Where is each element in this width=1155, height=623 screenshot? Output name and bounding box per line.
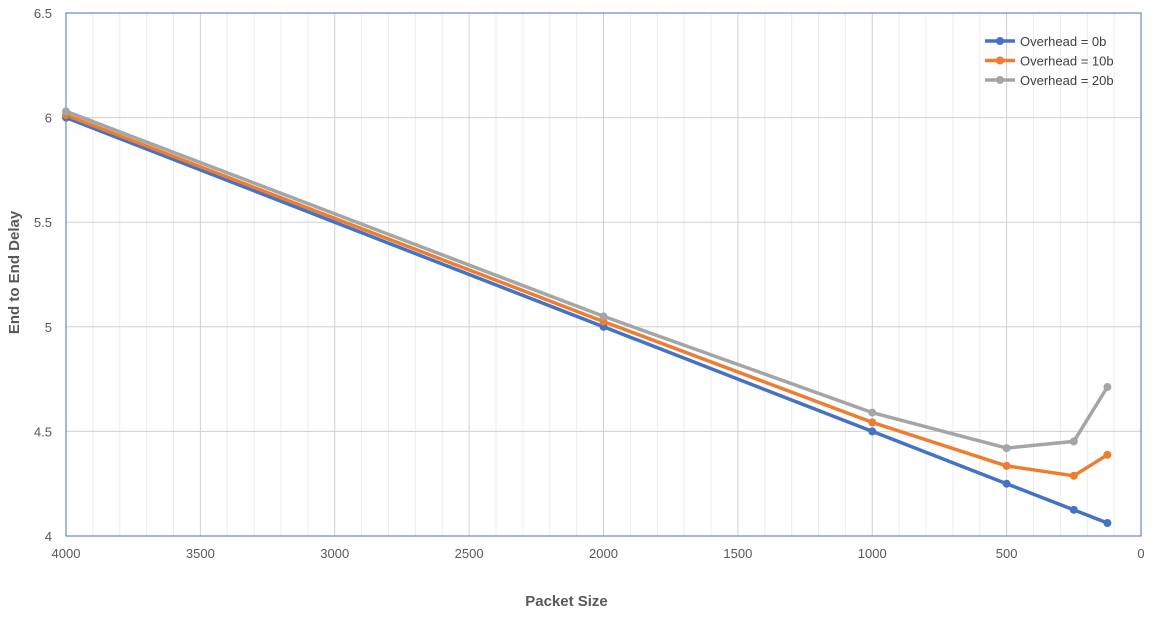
- x-axis-ticks: 4000 3500 3000 2500 2000 1500 1000 500 0: [52, 546, 1145, 561]
- legend-marker: [996, 37, 1004, 45]
- data-point: [1002, 461, 1011, 470]
- legend-label: Overhead = 20b: [1020, 73, 1114, 88]
- data-point: [1069, 471, 1078, 480]
- legend-label: Overhead = 10b: [1020, 54, 1114, 69]
- legend-marker: [996, 76, 1004, 84]
- data-point: [1002, 479, 1011, 488]
- x-tick-label: 2500: [455, 546, 484, 561]
- data-point: [1103, 383, 1112, 392]
- data-point: [868, 427, 877, 436]
- y-axis-title: End to End Delay: [6, 210, 23, 334]
- x-tick-label: 3000: [320, 546, 349, 561]
- x-tick-label: 500: [996, 546, 1018, 561]
- y-tick-label: 4: [45, 529, 52, 544]
- data-point: [1002, 444, 1011, 453]
- plot-area: [65, 12, 1142, 537]
- series-points: [62, 107, 1112, 528]
- series-line-1: [64, 113, 1110, 478]
- y-tick-label: 5.5: [34, 215, 52, 230]
- x-tick-label: 1500: [723, 546, 752, 561]
- legend-marker: [996, 56, 1004, 65]
- data-point: [1069, 437, 1078, 446]
- data-point: [1103, 450, 1112, 459]
- y-tick-label: 5: [45, 320, 52, 335]
- y-axis-ticks: 4 4.5 5 5.5 6 6.5: [34, 6, 52, 544]
- data-point: [1069, 505, 1078, 514]
- data-point: [868, 418, 877, 427]
- data-point: [1103, 519, 1112, 528]
- x-tick-label: 2000: [589, 546, 618, 561]
- data-point: [599, 312, 608, 321]
- x-tick-label: 0: [1137, 546, 1144, 561]
- data-point: [62, 107, 70, 116]
- series-line-0: [64, 115, 1110, 525]
- legend-label: Overhead = 0b: [1020, 34, 1106, 49]
- x-tick-label: 4000: [52, 546, 81, 561]
- x-tick-label: 3500: [186, 546, 215, 561]
- y-tick-label: 6.5: [34, 6, 52, 21]
- x-tick-label: 1000: [858, 546, 887, 561]
- legend: Overhead = 0b Overhead = 10b Overhead = 20…: [985, 34, 1114, 88]
- x-axis-title: Packet Size: [525, 593, 608, 610]
- series-lines: [64, 109, 1110, 525]
- y-tick-label: 6: [45, 111, 52, 126]
- data-point: [868, 408, 877, 417]
- series-line-2: [64, 109, 1110, 450]
- y-tick-label: 4.5: [34, 424, 52, 439]
